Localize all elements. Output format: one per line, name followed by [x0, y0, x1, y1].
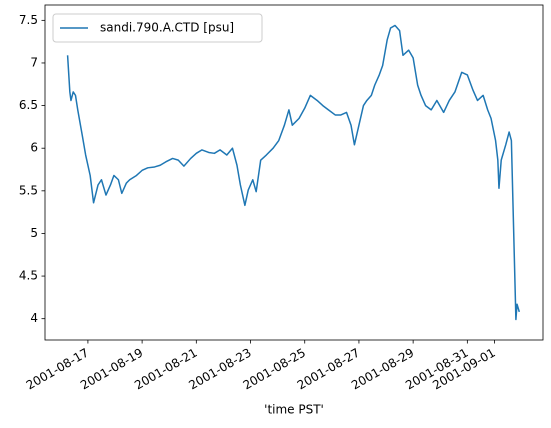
y-tick-label: 7	[30, 55, 38, 69]
x-axis-label: 'time PST'	[264, 403, 324, 417]
legend-box	[52, 13, 263, 43]
y-tick-label: 5.5	[19, 183, 38, 197]
y-tick-label: 5	[30, 226, 38, 240]
y-tick-label: 7.5	[19, 13, 38, 27]
y-tick-label: 4	[30, 311, 38, 325]
y-tick-label: 6.5	[19, 98, 38, 112]
y-tick-label: 4.5	[19, 269, 38, 283]
plot-frame	[44, 4, 544, 341]
legend-label: sandi.790.A.CTD [psu]	[100, 21, 234, 35]
y-tick-label: 6	[30, 141, 38, 155]
data-line	[66, 24, 521, 321]
